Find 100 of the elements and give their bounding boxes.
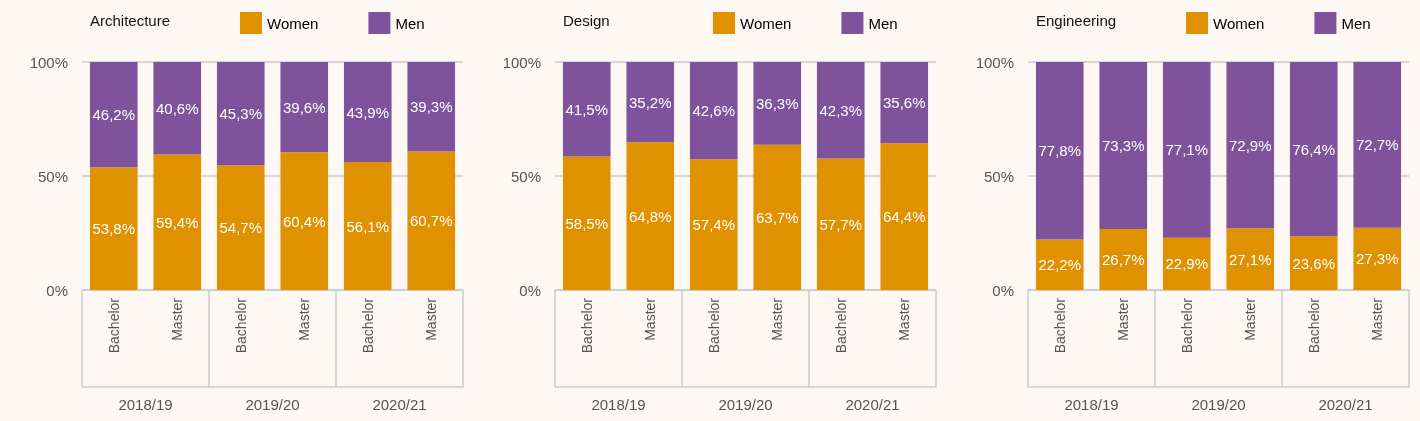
data-label: 54,7% — [219, 219, 263, 237]
legend-label: Men — [1341, 14, 1371, 32]
bar — [1162, 62, 1211, 238]
chart-title: Design — [563, 12, 610, 29]
bar — [1035, 239, 1084, 290]
data-label: 72,7% — [1355, 136, 1399, 154]
bar — [1099, 62, 1148, 230]
x-tick-label: Bachelor — [705, 297, 722, 354]
bar — [880, 62, 929, 144]
x-tick-label: Master — [1242, 297, 1259, 341]
bar — [1353, 227, 1402, 290]
bar — [343, 162, 392, 290]
bar — [880, 143, 929, 290]
y-tick-label: 0% — [992, 281, 1014, 299]
data-label: 46,2% — [92, 106, 136, 124]
x-tick-label: Master — [296, 297, 313, 341]
y-tick-label: 0% — [519, 281, 541, 299]
bar — [626, 142, 675, 290]
data-label: 59,4% — [155, 213, 199, 231]
data-label: 27,3% — [1355, 250, 1399, 268]
data-label: 36,3% — [755, 94, 799, 112]
x-tick-label: Bachelor — [105, 297, 122, 354]
data-label: 72,9% — [1228, 136, 1272, 154]
data-label: 73,3% — [1101, 137, 1145, 155]
data-label: 56,1% — [346, 217, 390, 235]
bar — [407, 151, 456, 290]
bar — [562, 156, 611, 290]
bar — [1226, 228, 1275, 290]
data-label: 77,1% — [1165, 141, 1209, 159]
text: 2018/19 — [1064, 396, 1119, 413]
y-tick-label: 50% — [37, 167, 68, 185]
bar — [153, 154, 202, 290]
data-label: 60,7% — [409, 212, 453, 230]
bar — [816, 158, 865, 290]
data-label: 76,4% — [1292, 140, 1336, 158]
data-label: 40,6% — [155, 99, 199, 117]
bar — [753, 62, 802, 145]
y-tick-label: 100% — [502, 53, 541, 71]
y-tick-label: 0% — [46, 281, 68, 299]
bar — [216, 62, 265, 166]
text: 2019/20 — [1191, 396, 1246, 413]
x-tick-label: Master — [423, 297, 440, 341]
legend-label: Men — [395, 14, 425, 32]
x-tick-label: Bachelor — [1178, 297, 1195, 354]
data-label: 35,2% — [628, 93, 672, 111]
data-label: 22,9% — [1165, 255, 1209, 273]
y-tick-label: 50% — [510, 167, 541, 185]
y-tick-label: 50% — [983, 167, 1014, 185]
x-tick-label: Bachelor — [232, 297, 249, 354]
bar — [216, 165, 265, 290]
text: 2020/21 — [372, 396, 427, 413]
x-tick-label: Master — [1369, 297, 1386, 341]
data-label: 41,5% — [565, 100, 609, 118]
bar — [1099, 229, 1148, 290]
bar — [689, 62, 738, 160]
bar — [1289, 236, 1338, 290]
legend-label: Women — [267, 14, 319, 32]
data-label: 57,7% — [819, 215, 863, 233]
text: 2019/20 — [245, 396, 300, 413]
y-tick-label: 100% — [29, 53, 68, 71]
text: 2020/21 — [1318, 396, 1373, 413]
data-label: 42,3% — [819, 101, 863, 119]
data-label: 35,6% — [882, 94, 926, 112]
data-label: 22,2% — [1038, 256, 1082, 274]
legend-label: Men — [868, 14, 898, 32]
data-label: 39,3% — [409, 98, 453, 116]
legend-label: Women — [740, 14, 792, 32]
text: 2020/21 — [845, 396, 900, 413]
x-tick-label: Master — [169, 297, 186, 341]
data-label: 53,8% — [92, 220, 136, 238]
data-label: 64,8% — [628, 207, 672, 225]
legend-label: Women — [1213, 14, 1265, 32]
x-tick-label: Bachelor — [359, 297, 376, 354]
x-tick-label: Bachelor — [832, 297, 849, 354]
text: 2019/20 — [718, 396, 773, 413]
chart-title: Architecture — [90, 12, 171, 29]
data-label: 23,6% — [1292, 254, 1336, 272]
bar — [753, 144, 802, 290]
x-tick-label: Master — [1115, 297, 1132, 341]
data-label: 60,4% — [282, 212, 326, 230]
bar — [343, 62, 392, 163]
data-label: 63,7% — [755, 208, 799, 226]
data-label: 43,9% — [346, 103, 390, 121]
bar — [407, 62, 456, 152]
bar — [816, 62, 865, 159]
data-label: 64,4% — [882, 208, 926, 226]
data-label: 27,1% — [1228, 250, 1272, 268]
bar — [280, 62, 329, 153]
bar — [1289, 62, 1338, 237]
bar — [280, 152, 329, 290]
y-tick-label: 100% — [975, 53, 1014, 71]
chart-title: Engineering — [1036, 12, 1117, 29]
bar — [1226, 62, 1275, 229]
bar — [153, 62, 202, 155]
x-tick-label: Master — [642, 297, 659, 341]
data-label: 42,6% — [692, 102, 736, 120]
data-label: 26,7% — [1101, 251, 1145, 269]
bar — [1035, 62, 1084, 240]
data-label: 39,6% — [282, 98, 326, 116]
x-tick-label: Master — [896, 297, 913, 341]
